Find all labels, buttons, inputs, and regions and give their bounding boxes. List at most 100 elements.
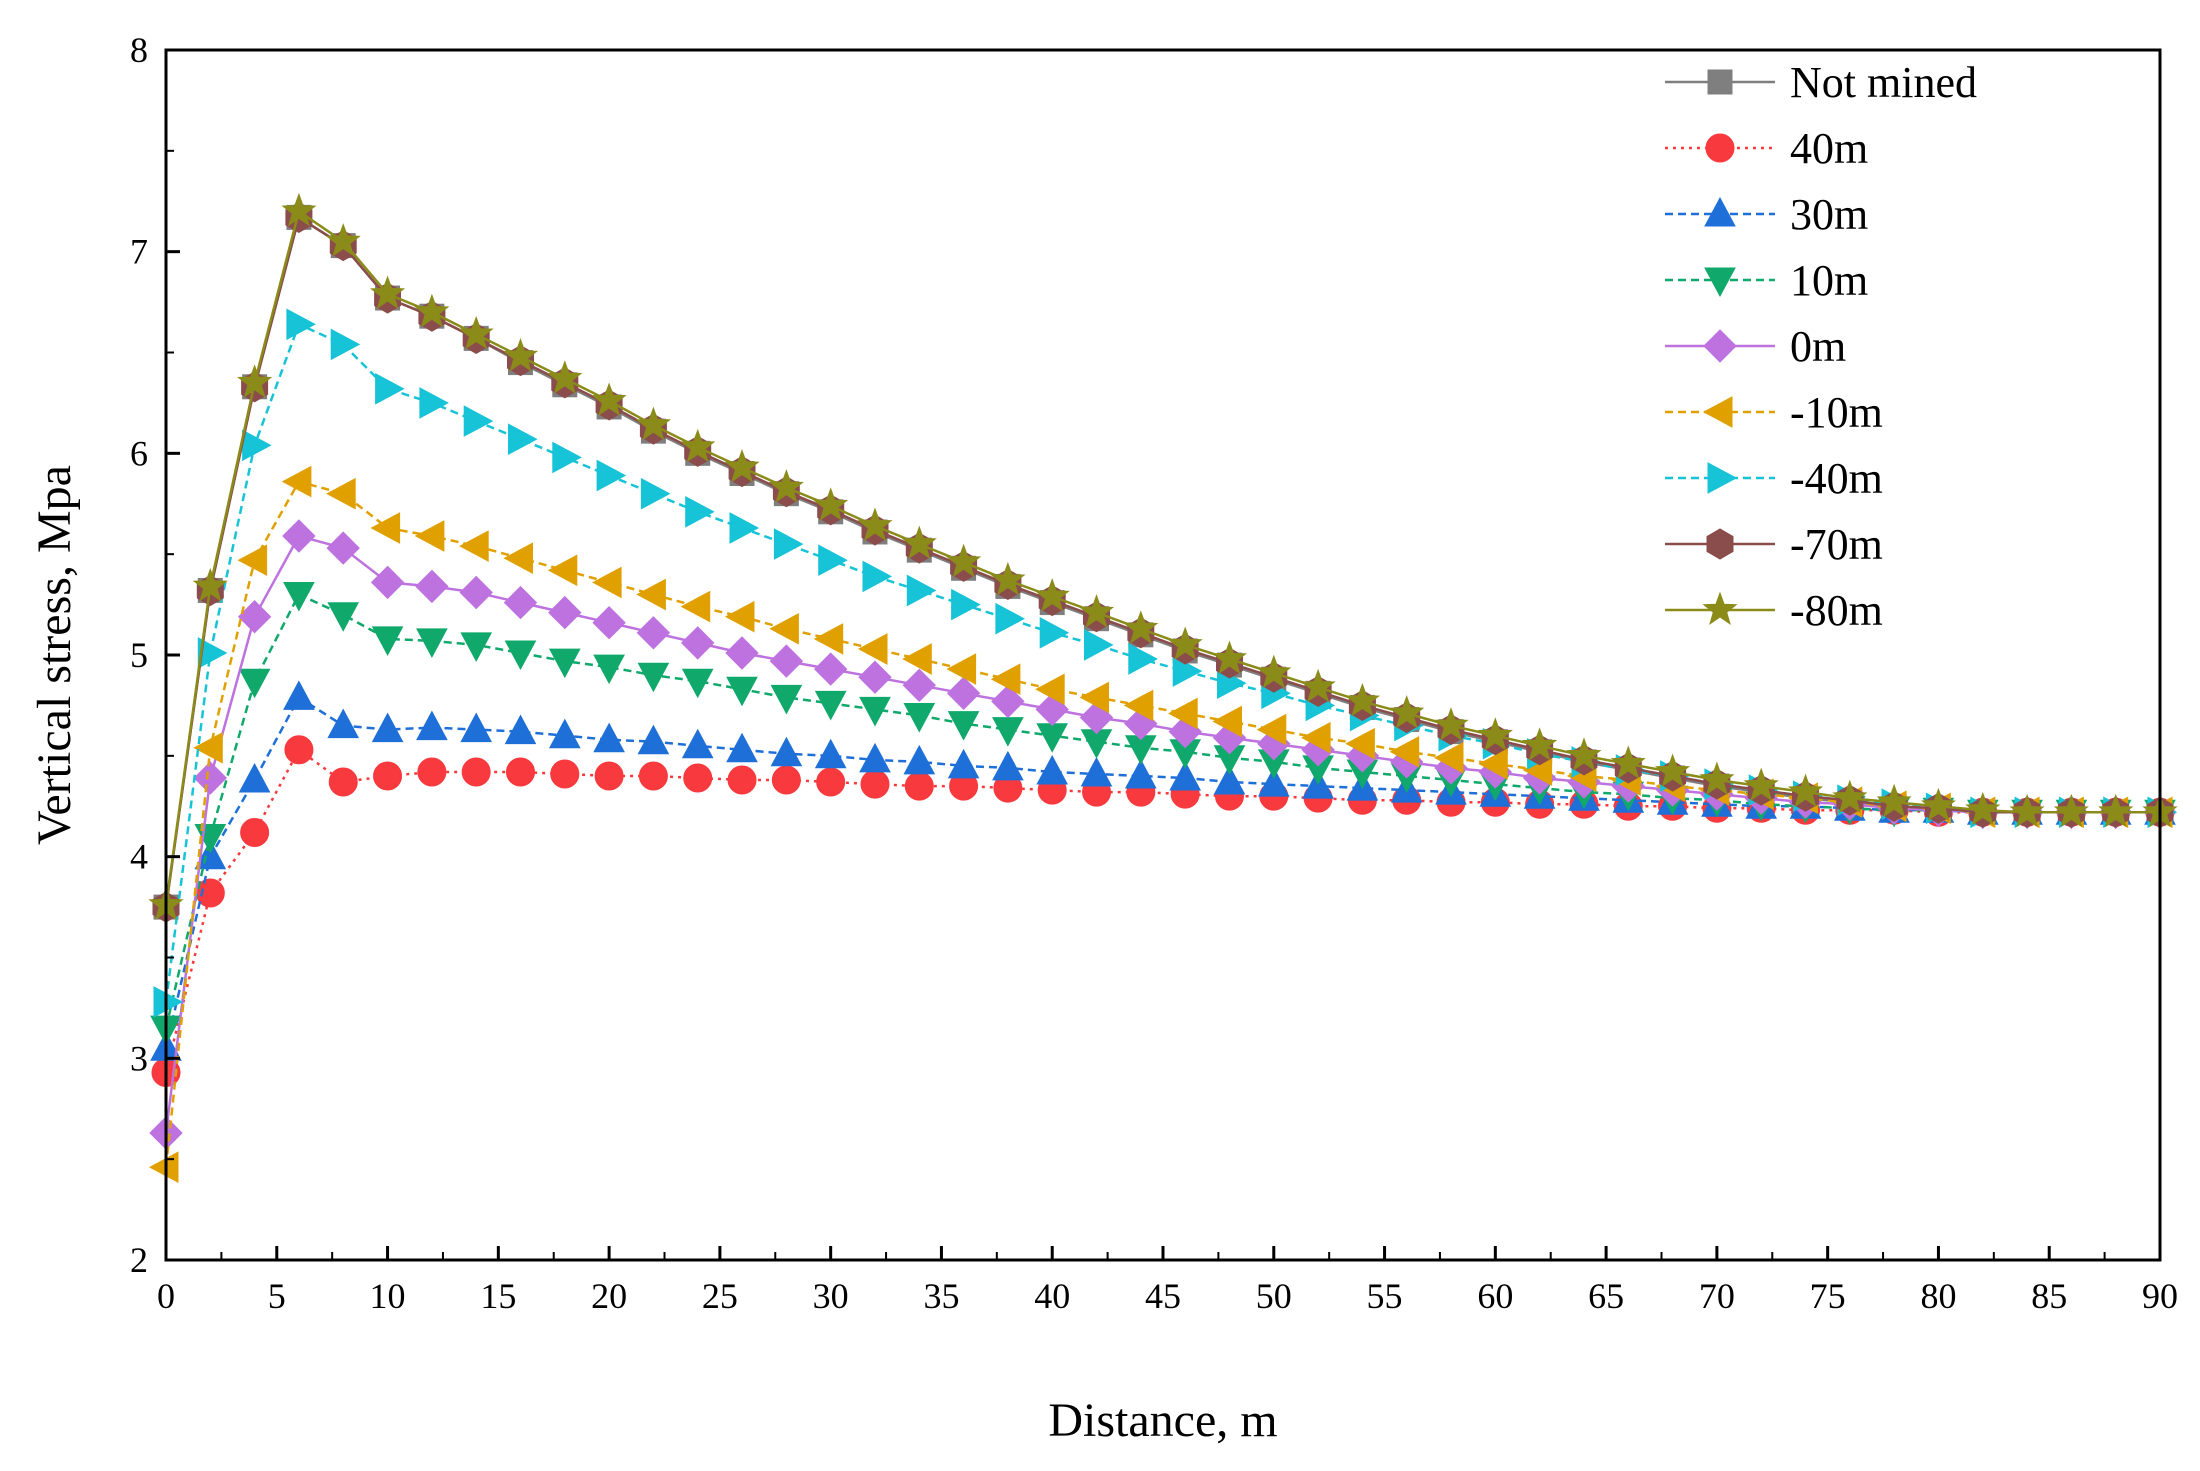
data-point <box>461 757 491 787</box>
data-point <box>724 449 760 483</box>
legend-marker <box>1704 267 1736 298</box>
x-tick-label: 0 <box>157 1276 175 1316</box>
data-point <box>992 717 1024 747</box>
data-point <box>593 654 625 685</box>
x-tick-label: 60 <box>1477 1276 1513 1316</box>
data-point <box>814 690 847 721</box>
y-tick-label: 7 <box>130 232 148 272</box>
data-point <box>1035 673 1065 706</box>
data-point <box>951 588 981 621</box>
legend-label: 10m <box>1790 256 1868 305</box>
data-point <box>813 652 848 686</box>
legend-marker <box>1702 396 1733 428</box>
data-point <box>1655 753 1691 787</box>
data-point <box>504 640 537 671</box>
data-point <box>284 735 314 765</box>
data-point <box>240 817 270 847</box>
data-point <box>592 605 626 640</box>
data-point <box>1301 721 1331 754</box>
data-point <box>197 637 228 669</box>
legend: Not mined 40m 30m 10m 0m -10m -40m -70m -80m <box>1665 58 1977 635</box>
data-point <box>857 633 888 665</box>
data-point <box>503 585 538 620</box>
data-point <box>548 718 581 749</box>
legend-item: 40m <box>1665 124 1868 173</box>
data-point <box>237 599 272 634</box>
data-point <box>1080 756 1113 787</box>
x-tick-label: 75 <box>1810 1276 1846 1316</box>
data-point <box>990 561 1026 596</box>
data-point <box>1965 791 2001 826</box>
x-tick-label: 40 <box>1034 1276 1070 1316</box>
data-point <box>1124 758 1157 789</box>
y-tick-label: 2 <box>130 1240 148 1280</box>
data-point <box>237 364 273 398</box>
data-point <box>636 578 666 611</box>
data-point <box>995 602 1025 635</box>
x-tick-label: 30 <box>813 1276 849 1316</box>
data-point <box>153 986 184 1018</box>
x-axis-title: Distance, m <box>1048 1394 1277 1447</box>
data-point <box>1036 754 1069 785</box>
data-point <box>281 465 312 498</box>
x-tick-label: 55 <box>1367 1276 1403 1316</box>
data-point <box>902 643 932 675</box>
data-point <box>680 590 711 623</box>
data-point <box>1699 761 1735 795</box>
data-point <box>547 360 583 394</box>
data-point <box>1433 707 1469 741</box>
data-point <box>858 660 892 694</box>
data-point <box>193 731 223 764</box>
data-point <box>727 765 757 795</box>
legend-label: -10m <box>1790 388 1883 437</box>
x-tick-label: 70 <box>1699 1276 1735 1316</box>
series-line <box>164 209 2160 906</box>
legend-marker <box>1707 462 1738 494</box>
data-point <box>990 663 1021 696</box>
data-point <box>1920 787 1956 822</box>
data-point <box>282 519 316 553</box>
data-point <box>771 765 801 795</box>
legend-item: Not mined <box>1665 58 1977 107</box>
data-point <box>548 595 582 630</box>
data-point <box>818 544 848 577</box>
data-point <box>991 684 1025 719</box>
data-point <box>903 703 936 733</box>
data-point <box>1212 705 1242 738</box>
data-point <box>371 712 404 743</box>
x-tick-label: 45 <box>1145 1276 1181 1316</box>
data-point <box>283 680 315 710</box>
data-point <box>859 742 891 773</box>
data-point <box>504 714 537 745</box>
series-line <box>164 695 2160 1049</box>
data-point <box>1211 640 1247 674</box>
x-tick-label: 10 <box>370 1276 406 1316</box>
data-point <box>769 612 799 645</box>
data-point <box>862 560 893 593</box>
data-point <box>419 387 449 419</box>
series--10m <box>148 465 2173 1184</box>
data-point <box>237 544 268 577</box>
data-point <box>813 623 844 655</box>
legend-label: 0m <box>1790 322 1846 371</box>
data-point <box>1079 594 1115 628</box>
data-point <box>902 668 937 703</box>
data-point <box>640 477 671 510</box>
legend-item: 10m <box>1665 256 1868 305</box>
y-tick-label: 4 <box>130 837 148 877</box>
data-point <box>328 767 358 797</box>
data-point <box>1566 737 1602 771</box>
data-point <box>459 575 493 610</box>
data-point <box>238 762 271 793</box>
series-line <box>164 215 2160 908</box>
data-point <box>192 567 228 602</box>
data-point <box>947 748 980 779</box>
legend-label: -70m <box>1790 520 1883 569</box>
data-point <box>1168 697 1198 730</box>
data-point <box>593 722 625 753</box>
data-point <box>770 684 803 715</box>
legend-item: -10m <box>1665 388 1883 437</box>
data-point <box>1123 689 1154 722</box>
x-tick-label: 65 <box>1588 1276 1624 1316</box>
